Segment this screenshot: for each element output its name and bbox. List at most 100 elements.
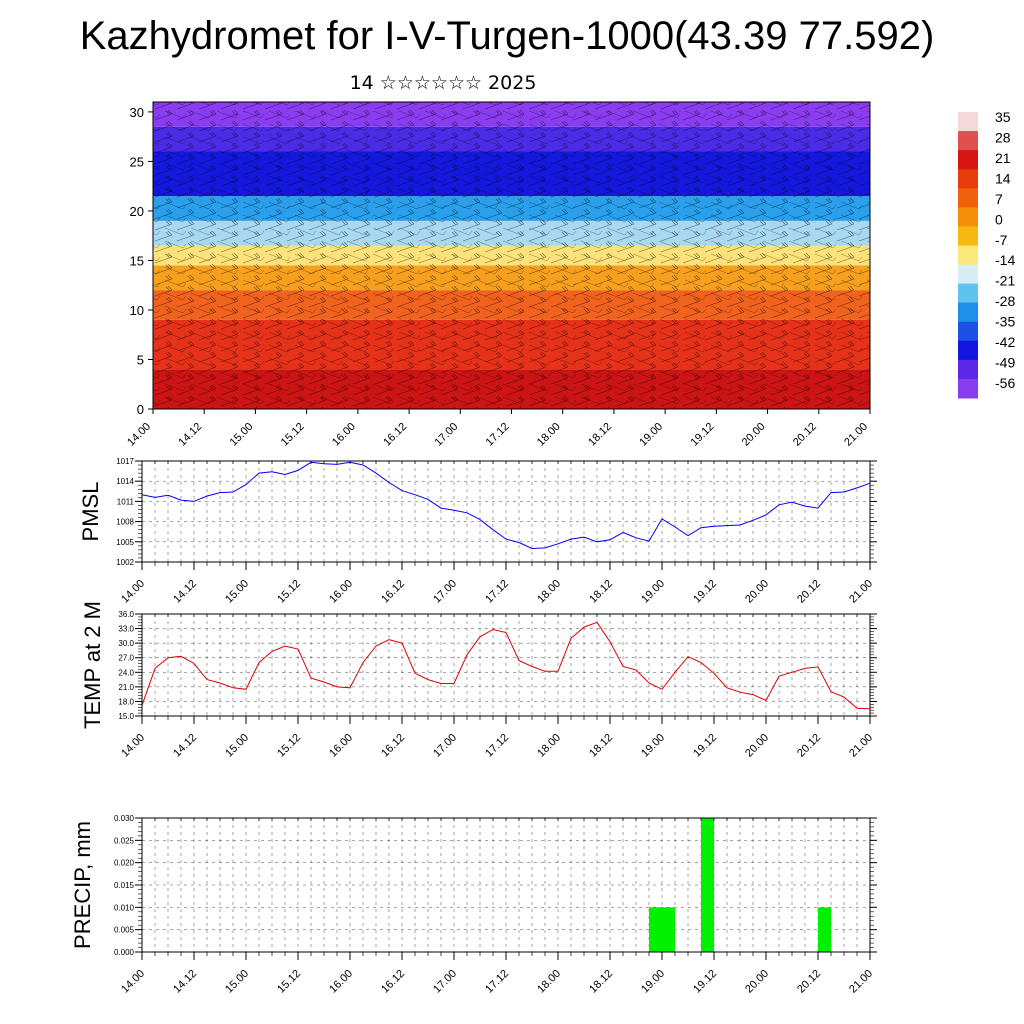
x-tick-label: 20.12 bbox=[795, 968, 823, 996]
x-tick-label: 18.12 bbox=[586, 421, 614, 449]
chart-title: Kazhydromet for I-V-Turgen-1000(43.39 77… bbox=[79, 14, 935, 58]
y-tick-label: 0.015 bbox=[114, 881, 135, 890]
precip-bar bbox=[649, 907, 675, 952]
x-tick-label: 15.00 bbox=[223, 968, 251, 996]
x-tick-label: 21.00 bbox=[847, 578, 875, 606]
precip-bar bbox=[701, 818, 714, 952]
x-tick-label: 21.00 bbox=[847, 732, 875, 760]
colorbar-swatch bbox=[958, 302, 978, 323]
colorbar-swatch bbox=[958, 340, 978, 361]
y-tick-label: 0 bbox=[137, 402, 144, 417]
y-tick-label: 1017 bbox=[116, 457, 134, 466]
x-tick-label: 20.00 bbox=[743, 578, 771, 606]
precip-bar bbox=[818, 907, 831, 952]
y-tick-label: 36.0 bbox=[118, 610, 134, 619]
colorbar-label: -42 bbox=[995, 334, 1015, 350]
x-tick-label: 14.00 bbox=[119, 578, 147, 606]
y-tick-label: 1008 bbox=[116, 518, 134, 527]
colorbar-swatch bbox=[958, 188, 978, 208]
pmsl-panel: 1002 1005 1008 1011 1014 1017 14.00 14.12 15.00 1… bbox=[78, 457, 877, 606]
x-tick-label: 16.12 bbox=[379, 732, 407, 760]
y-tick-label: 1002 bbox=[116, 558, 134, 567]
x-tick-label: 17.00 bbox=[432, 421, 460, 449]
series-line bbox=[141, 621, 871, 710]
x-tick-label: 16.12 bbox=[379, 968, 407, 996]
x-tick-label: 19.12 bbox=[691, 578, 719, 606]
y-tick-label: 0.005 bbox=[114, 926, 135, 935]
colorbar-label: 7 bbox=[995, 191, 1003, 207]
y-tick-label: 0.030 bbox=[114, 814, 135, 823]
y-tick-label: 30 bbox=[130, 105, 144, 120]
colorbar-label: -56 bbox=[995, 375, 1015, 391]
y-axis-label: PRECIP, mm bbox=[70, 821, 95, 949]
x-tick-label: 20.12 bbox=[795, 578, 823, 606]
y-tick-label: 21.0 bbox=[118, 683, 134, 692]
x-tick-label: 20.00 bbox=[740, 421, 768, 449]
y-tick-label: 15 bbox=[130, 253, 144, 268]
x-tick-label: 15.12 bbox=[279, 421, 307, 449]
cross-x-axis: 14.00 14.12 15.00 15.12 16.00 16.12 17.00 17.12… bbox=[125, 409, 871, 449]
x-tick-label: 21.00 bbox=[847, 968, 875, 996]
y-tick-label: 20 bbox=[130, 204, 144, 219]
y-tick-label: 10 bbox=[130, 303, 144, 318]
cross-y-axis: 0 5 10 15 20 25 30 bbox=[130, 105, 153, 417]
x-tick-label: 20.12 bbox=[795, 732, 823, 760]
y-tick-label: 1014 bbox=[116, 477, 134, 486]
colorbar-swatch bbox=[958, 321, 978, 342]
x-tick-label: 18.00 bbox=[535, 968, 563, 996]
colorbar-swatch bbox=[958, 131, 978, 151]
x-tick-label: 18.00 bbox=[535, 732, 563, 760]
x-tick-label: 15.12 bbox=[275, 968, 303, 996]
cross-section-panel: 0 5 10 15 20 25 30 14.00 14.12 15.00 15.12 16.00 16… bbox=[125, 101, 871, 449]
series-line bbox=[141, 461, 871, 550]
x-tick-label: 17.00 bbox=[431, 968, 459, 996]
x-tick-label: 18.00 bbox=[535, 421, 563, 449]
wind-barbs-layer-2 bbox=[153, 102, 870, 409]
x-tick-label: 19.00 bbox=[639, 732, 667, 760]
colorbar-label: -49 bbox=[995, 355, 1015, 371]
x-tick-label: 18.12 bbox=[587, 968, 615, 996]
x-tick-label: 20.12 bbox=[791, 421, 819, 449]
x-tick-label: 14.12 bbox=[171, 732, 199, 760]
x-tick-label: 19.12 bbox=[691, 732, 719, 760]
x-tick-label: 17.12 bbox=[484, 421, 512, 449]
x-tick-label: 17.00 bbox=[431, 578, 459, 606]
y-tick-label: 0.010 bbox=[114, 903, 135, 912]
x-tick-label: 15.00 bbox=[228, 421, 256, 449]
colorbar-swatch bbox=[958, 112, 978, 132]
x-tick-label: 19.00 bbox=[637, 421, 665, 449]
x-tick-label: 19.12 bbox=[691, 968, 719, 996]
colorbar-swatch bbox=[958, 226, 978, 246]
x-tick-label: 16.00 bbox=[327, 968, 355, 996]
y-tick-label: 0.025 bbox=[114, 836, 135, 845]
x-tick-label: 21.00 bbox=[842, 421, 870, 449]
x-tick-label: 15.00 bbox=[223, 732, 251, 760]
y-tick-label: 24.0 bbox=[118, 668, 134, 677]
colorbar-label: -14 bbox=[995, 252, 1015, 268]
x-tick-label: 19.12 bbox=[689, 421, 717, 449]
colorbar-label: -7 bbox=[995, 232, 1008, 248]
x-tick-label: 19.00 bbox=[639, 578, 667, 606]
x-tick-label: 16.00 bbox=[327, 578, 355, 606]
colorbar-label: -28 bbox=[995, 293, 1015, 309]
x-tick-label: 18.12 bbox=[587, 578, 615, 606]
colorbar-label: 21 bbox=[995, 150, 1011, 166]
colorbar-swatch bbox=[958, 245, 978, 266]
x-tick-label: 16.00 bbox=[330, 421, 358, 449]
colorbar-swatch bbox=[958, 207, 978, 227]
x-tick-label: 15.12 bbox=[275, 578, 303, 606]
x-tick-label: 18.12 bbox=[587, 732, 615, 760]
x-tick-label: 14.12 bbox=[171, 578, 199, 606]
x-tick-label: 16.00 bbox=[327, 732, 355, 760]
colorbar: 35 28 21 14 7 0 -7 -14 -21 -28 -35 -42 -49 -56 bbox=[958, 109, 1015, 399]
x-tick-label: 15.12 bbox=[275, 732, 303, 760]
y-tick-label: 33.0 bbox=[118, 625, 134, 634]
y-tick-label: 18.0 bbox=[118, 697, 134, 706]
colorbar-swatch bbox=[958, 150, 978, 170]
y-axis-label: PMSL bbox=[78, 482, 103, 542]
y-tick-label: 1005 bbox=[116, 538, 134, 547]
y-tick-label: 25 bbox=[130, 154, 144, 169]
x-tick-label: 14.12 bbox=[176, 421, 204, 449]
x-tick-label: 14.00 bbox=[119, 968, 147, 996]
x-tick-label: 19.00 bbox=[639, 968, 667, 996]
